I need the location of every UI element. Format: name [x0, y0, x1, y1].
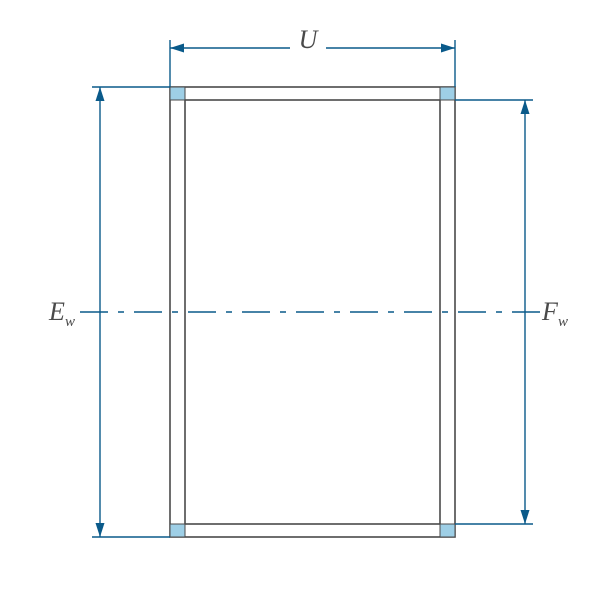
- cage-corner: [170, 87, 185, 100]
- dim-label-main: F: [541, 297, 559, 326]
- cage-corner: [440, 87, 455, 100]
- dim-label-sub: w: [65, 314, 75, 330]
- diagram-background: [0, 0, 600, 600]
- cage-corner: [440, 524, 455, 537]
- dim-label-main: U: [299, 25, 320, 54]
- dim-label-main: E: [48, 297, 65, 326]
- dim-label: U: [299, 25, 320, 54]
- cage-corner: [170, 524, 185, 537]
- dim-label-sub: w: [558, 314, 568, 330]
